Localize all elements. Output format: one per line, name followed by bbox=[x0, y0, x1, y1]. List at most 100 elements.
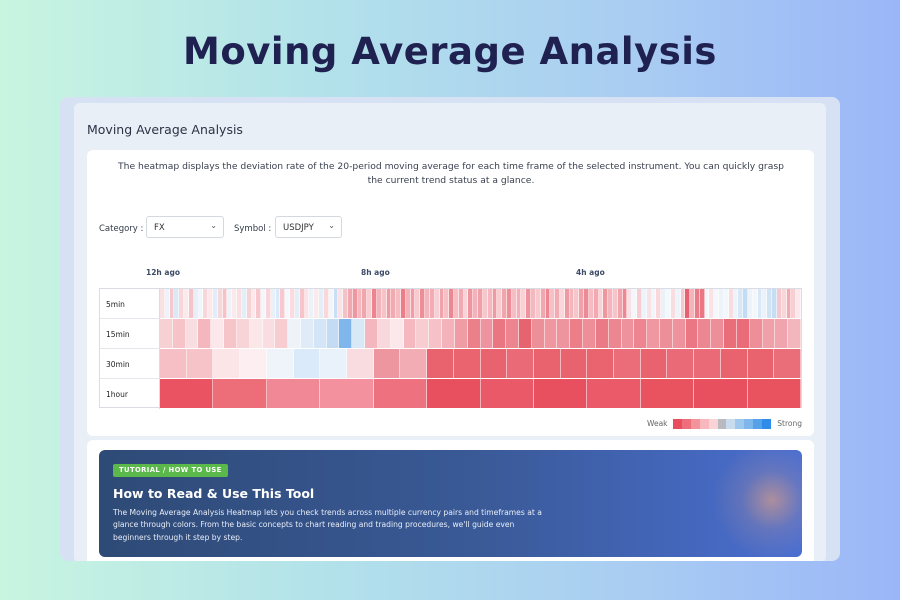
heatmap-cell[interactable] bbox=[429, 319, 442, 348]
heatmap-cell[interactable] bbox=[455, 319, 468, 348]
heatmap-cell[interactable] bbox=[179, 289, 184, 318]
heatmap-cell[interactable] bbox=[748, 349, 774, 378]
heatmap-cell[interactable] bbox=[627, 289, 632, 318]
heatmap-cell[interactable] bbox=[314, 289, 319, 318]
heatmap-cell[interactable] bbox=[329, 289, 334, 318]
heatmap-cell[interactable] bbox=[348, 289, 353, 318]
heatmap-cell[interactable] bbox=[294, 349, 320, 378]
heatmap-cell[interactable] bbox=[667, 349, 694, 378]
heatmap-cell[interactable] bbox=[599, 289, 603, 318]
heatmap-cell[interactable] bbox=[387, 289, 391, 318]
heatmap-cell[interactable] bbox=[464, 289, 468, 318]
heatmap-cell[interactable] bbox=[622, 319, 634, 348]
heatmap-cell[interactable] bbox=[358, 289, 362, 318]
heatmap-cell[interactable] bbox=[534, 349, 561, 378]
heatmap-cell[interactable] bbox=[671, 289, 676, 318]
heatmap-cell[interactable] bbox=[791, 289, 796, 318]
heatmap-cell[interactable] bbox=[319, 289, 324, 318]
heatmap-cell[interactable] bbox=[729, 289, 734, 318]
heatmap-cell[interactable] bbox=[347, 349, 374, 378]
heatmap-cell[interactable] bbox=[261, 289, 266, 318]
heatmap-cell[interactable] bbox=[186, 319, 198, 348]
heatmap-cell[interactable] bbox=[391, 289, 396, 318]
heatmap-cell[interactable] bbox=[774, 349, 801, 378]
heatmap-cell[interactable] bbox=[531, 289, 536, 318]
heatmap-cell[interactable] bbox=[570, 289, 574, 318]
heatmap-cell[interactable] bbox=[223, 289, 227, 318]
heatmap-cell[interactable] bbox=[404, 319, 416, 348]
heatmap-cell[interactable] bbox=[435, 289, 440, 318]
heatmap-cell[interactable] bbox=[160, 379, 213, 408]
heatmap-cell[interactable] bbox=[506, 319, 519, 348]
heatmap-cell[interactable] bbox=[775, 319, 788, 348]
heatmap-cell[interactable] bbox=[250, 319, 263, 348]
heatmap-cell[interactable] bbox=[724, 289, 729, 318]
heatmap-cell[interactable] bbox=[459, 289, 464, 318]
heatmap-cell[interactable] bbox=[301, 319, 314, 348]
heatmap-cell[interactable] bbox=[396, 289, 401, 318]
heatmap-cell[interactable] bbox=[314, 319, 327, 348]
heatmap-cell[interactable] bbox=[700, 289, 705, 318]
heatmap-cell[interactable] bbox=[550, 289, 555, 318]
heatmap-cell[interactable] bbox=[787, 289, 791, 318]
heatmap-cell[interactable] bbox=[613, 289, 618, 318]
symbol-select[interactable]: USDJPY ⌄ bbox=[275, 216, 342, 238]
heatmap-cell[interactable] bbox=[526, 289, 531, 318]
heatmap-cell[interactable] bbox=[213, 379, 267, 408]
heatmap-cell[interactable] bbox=[391, 319, 404, 348]
heatmap-cell[interactable] bbox=[634, 319, 647, 348]
heatmap-cell[interactable] bbox=[267, 379, 320, 408]
heatmap-cell[interactable] bbox=[454, 349, 481, 378]
heatmap-cell[interactable] bbox=[546, 289, 550, 318]
heatmap-cell[interactable] bbox=[738, 289, 743, 318]
heatmap-cell[interactable] bbox=[507, 349, 534, 378]
heatmap-cell[interactable] bbox=[320, 349, 347, 378]
heatmap-cell[interactable] bbox=[481, 349, 507, 378]
heatmap-cell[interactable] bbox=[560, 289, 565, 318]
heatmap-cell[interactable] bbox=[285, 289, 290, 318]
heatmap-cell[interactable] bbox=[444, 289, 449, 318]
heatmap-cell[interactable] bbox=[365, 319, 378, 348]
heatmap-cell[interactable] bbox=[750, 319, 763, 348]
heatmap-cell[interactable] bbox=[411, 289, 415, 318]
heatmap-cell[interactable] bbox=[382, 289, 387, 318]
heatmap-cell[interactable] bbox=[211, 319, 224, 348]
heatmap-cell[interactable] bbox=[762, 289, 767, 318]
heatmap-cell[interactable] bbox=[534, 379, 587, 408]
heatmap-cell[interactable] bbox=[160, 349, 187, 378]
heatmap-cell[interactable] bbox=[275, 319, 288, 348]
heatmap-cell[interactable] bbox=[763, 319, 775, 348]
heatmap-cell[interactable] bbox=[213, 349, 240, 378]
heatmap-cell[interactable] bbox=[224, 319, 237, 348]
heatmap-cell[interactable] bbox=[416, 319, 429, 348]
heatmap-cell[interactable] bbox=[415, 289, 420, 318]
category-select[interactable]: FX ⌄ bbox=[146, 216, 224, 238]
heatmap-cell[interactable] bbox=[160, 319, 173, 348]
heatmap-cell[interactable] bbox=[242, 289, 247, 318]
heatmap-cell[interactable] bbox=[198, 319, 211, 348]
heatmap-cell[interactable] bbox=[579, 289, 584, 318]
heatmap-cell[interactable] bbox=[521, 289, 526, 318]
heatmap-cell[interactable] bbox=[493, 289, 497, 318]
heatmap-cell[interactable] bbox=[561, 349, 587, 378]
heatmap-cell[interactable] bbox=[743, 289, 748, 318]
heatmap-cell[interactable] bbox=[430, 289, 435, 318]
heatmap-cell[interactable] bbox=[705, 289, 709, 318]
heatmap-cell[interactable] bbox=[237, 319, 250, 348]
heatmap-cell[interactable] bbox=[237, 289, 242, 318]
heatmap-cell[interactable] bbox=[603, 289, 608, 318]
heatmap-cell[interactable] bbox=[240, 349, 267, 378]
heatmap-cell[interactable] bbox=[596, 319, 609, 348]
heatmap-cell[interactable] bbox=[587, 349, 614, 378]
heatmap-cell[interactable] bbox=[584, 289, 589, 318]
heatmap-cell[interactable] bbox=[378, 319, 391, 348]
heatmap-cell[interactable] bbox=[565, 289, 570, 318]
heatmap-cell[interactable] bbox=[519, 319, 532, 348]
heatmap-cell[interactable] bbox=[589, 289, 594, 318]
heatmap-cell[interactable] bbox=[232, 289, 237, 318]
heatmap-cell[interactable] bbox=[788, 319, 801, 348]
heatmap-cell[interactable] bbox=[199, 289, 203, 318]
heatmap-cell[interactable] bbox=[295, 289, 300, 318]
heatmap-cell[interactable] bbox=[338, 289, 343, 318]
heatmap-cell[interactable] bbox=[782, 289, 787, 318]
